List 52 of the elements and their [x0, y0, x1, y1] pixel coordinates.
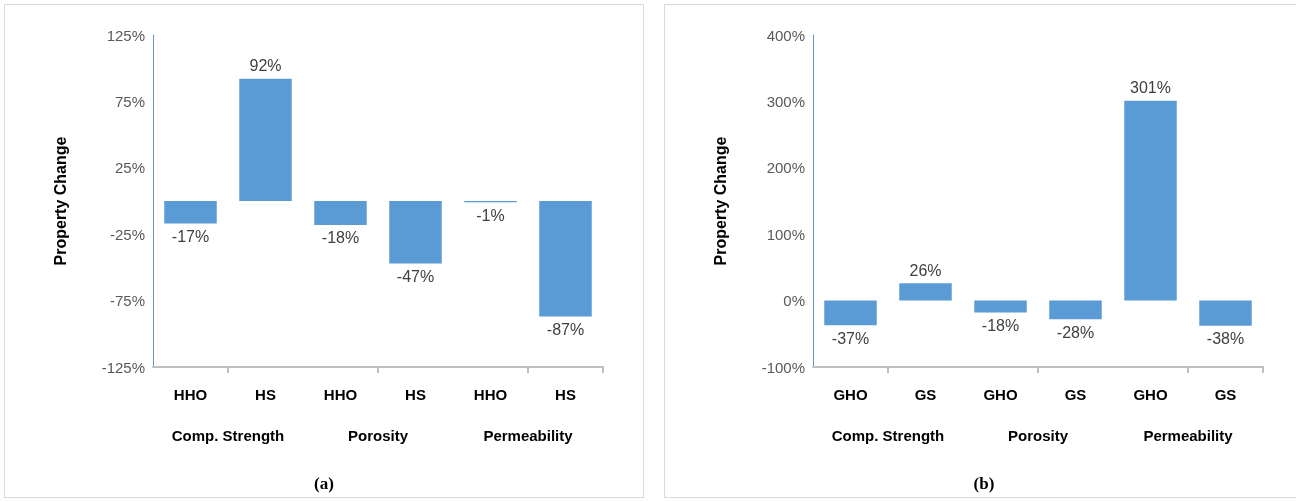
data-label: -47% [396, 267, 435, 285]
x-tick-label: GHO [833, 386, 868, 403]
bar [1124, 100, 1177, 301]
x-tick-label: HS [555, 386, 576, 403]
text: Porosity [347, 426, 409, 444]
x-tick-label: GS [1214, 386, 1237, 403]
y-tick-label: -100% [761, 358, 805, 376]
y-tick-label: 200% [766, 159, 805, 177]
data-label: -1% [476, 206, 505, 224]
bar [1199, 300, 1252, 326]
bar [1049, 300, 1102, 320]
y-axis-title: Property Change [711, 136, 729, 266]
x-tick-label: GS [1064, 386, 1087, 403]
y-tick-label: 25% [114, 159, 145, 177]
y-tick-label: 400% [766, 26, 805, 44]
x-tick-label: HHO [173, 386, 208, 403]
bar [974, 300, 1027, 313]
y-tick-label: 125% [106, 26, 145, 44]
x-tick-label: HS [255, 386, 276, 403]
x-tick-label: GHO [1133, 386, 1168, 403]
x-tick-label: HHO [473, 386, 508, 403]
data-label: -87% [546, 321, 585, 339]
y-tick-label: -25% [109, 225, 145, 243]
y-tick-label: 300% [766, 92, 805, 110]
y-tick-label: 75% [114, 92, 145, 110]
y-tick-label: 100% [766, 225, 805, 243]
data-label: -37% [831, 329, 870, 347]
bar [824, 300, 877, 326]
text: Permeability [483, 426, 574, 444]
x-tick-label: GS [914, 386, 937, 403]
data-label: -38% [1206, 330, 1245, 348]
text: Permeability [1143, 426, 1234, 444]
bar [899, 283, 952, 301]
data-label: -18% [321, 229, 360, 247]
text: Comp. Strength [831, 426, 945, 444]
text: (b) [973, 474, 995, 493]
data-label: 26% [909, 261, 942, 279]
x-tick-label: HHO [323, 386, 358, 403]
data-label: -17% [171, 228, 210, 246]
data-label: -18% [981, 317, 1020, 335]
x-tick-label: HS [405, 386, 426, 403]
y-tick-label: -75% [109, 292, 145, 310]
x-tick-label: GHO [983, 386, 1018, 403]
text: Comp. Strength [171, 426, 285, 444]
data-label: 92% [249, 57, 282, 75]
data-label: 301% [1130, 79, 1171, 97]
y-tick-label: -125% [101, 358, 145, 376]
y-tick-label: 0% [783, 292, 805, 310]
text: Porosity [1007, 426, 1069, 444]
y-axis-title: Property Change [51, 136, 69, 266]
text: (a) [314, 474, 334, 493]
data-label: -28% [1056, 323, 1095, 341]
